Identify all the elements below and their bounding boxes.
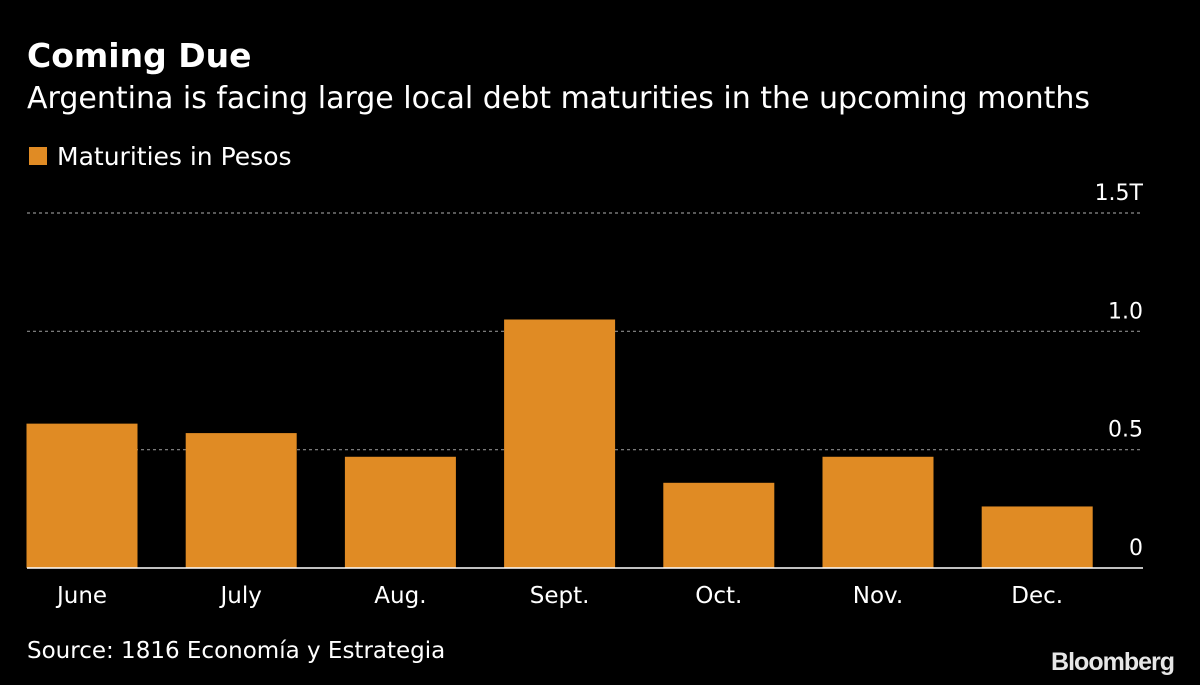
y-axis-tick-labels: 0 0.5 1.0 1.5T xyxy=(1095,181,1144,561)
bar-aug xyxy=(344,456,456,568)
bars xyxy=(26,319,1093,568)
x-axis-tick-labels: June July Aug. Sept. Oct. Nov. Dec. xyxy=(55,583,1063,609)
bar-nov xyxy=(822,456,934,568)
legend: Maturities in Pesos xyxy=(29,141,292,171)
y-tick-label: 1.5T xyxy=(1095,181,1144,206)
source-note: Source: 1816 Economía y Estrategia xyxy=(27,638,446,664)
x-tick-label: Dec. xyxy=(1011,583,1063,609)
bar-dec xyxy=(981,506,1093,568)
y-tick-label: 0.5 xyxy=(1108,418,1143,443)
bloomberg-logo: Bloomberg xyxy=(1051,648,1175,676)
chart-subtitle: Argentina is facing large local debt mat… xyxy=(27,81,1091,116)
x-tick-label: Oct. xyxy=(695,583,742,609)
x-tick-label: Sept. xyxy=(530,583,590,609)
bar-sept xyxy=(504,319,616,568)
legend-label: Maturities in Pesos xyxy=(57,141,292,171)
x-tick-label: Aug. xyxy=(374,583,426,609)
legend-swatch xyxy=(29,147,47,165)
bar-july xyxy=(185,433,297,568)
chart-title: Coming Due xyxy=(27,36,252,75)
bar-june xyxy=(26,423,138,568)
bar-oct xyxy=(663,482,775,568)
y-tick-label: 0 xyxy=(1129,536,1143,561)
x-tick-label: June xyxy=(55,583,107,609)
y-tick-label: 1.0 xyxy=(1108,299,1143,324)
x-tick-label: Nov. xyxy=(853,583,903,609)
x-tick-label: July xyxy=(219,583,262,609)
